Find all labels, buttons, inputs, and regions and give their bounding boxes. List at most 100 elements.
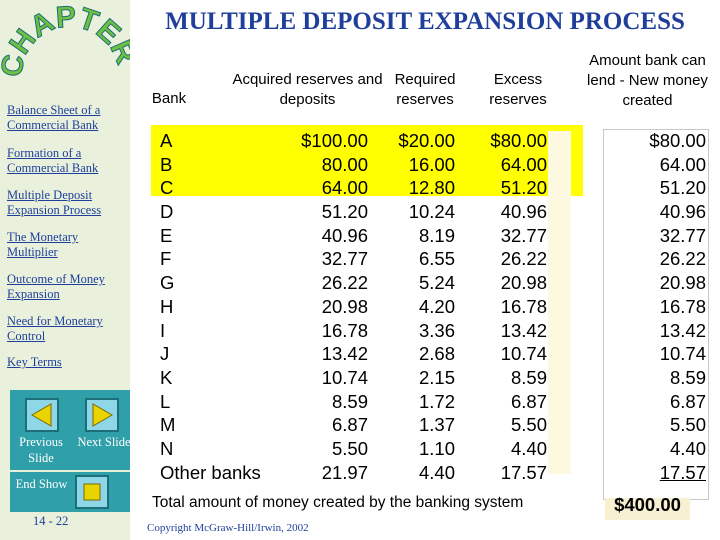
page-title: MULTIPLE DEPOSIT EXPANSION PROCESS [165,8,685,35]
previous-slide-label: Previous Slide [19,435,63,465]
slide-number: 14 - 22 [33,514,69,528]
table-cell-required: $20.00 [398,130,455,151]
stop-square-icon [83,483,101,501]
table-cell-required: 1.37 [418,414,455,436]
nav-link-formation[interactable]: Formation of a Commercial Bank [7,146,99,175]
next-slide-button[interactable]: Next Slide [75,390,131,470]
nav-link-key-terms[interactable]: Key Terms [7,355,62,369]
table-cell-excess: 4.40 [510,437,547,459]
table-cell-excess: 20.98 [500,272,547,294]
sidebar: CHAPTER Balance Sheet of a Commercial Ba… [0,0,131,540]
table-cell-excess: 51.20 [500,177,547,199]
header-lend: Amount bank can lend - New money created [587,52,708,109]
table-cell-lend: 4.40 [669,437,706,459]
lend-column-box [603,129,709,500]
end-show-button[interactable]: End Show [10,472,130,512]
nav-link-balance-sheet[interactable]: Balance Sheet of a Commercial Bank [7,103,101,132]
table-cell-lend: 10.74 [659,343,706,365]
nav-link-outcome[interactable]: Outcome of Money Expansion [7,272,105,301]
nav-link-monetary-multiplier[interactable]: The Monetary Multiplier [7,230,79,259]
table-cell-bank: M [160,414,176,436]
acquired-column: $100.00 80.00 64.00 51.20 40.96 32.77 26.22 20.… [250,129,368,484]
table-cell-bank: H [160,295,174,317]
table-cell-excess: 10.74 [500,343,547,365]
table-cell-lend: 17.57 [659,461,706,483]
table-cell-excess: 5.50 [510,414,547,436]
table-cell-lend: 40.96 [659,201,706,223]
next-slide-label: Next Slide [77,435,131,449]
table-cell-excess: 16.78 [500,295,547,317]
table-cell-excess: 26.22 [500,248,547,270]
copyright: Copyright McGraw-Hill/Irwin, 2002 [147,522,309,534]
table-cell-excess: 6.87 [510,390,547,412]
end-icon-frame [75,475,109,509]
table-cell-acquired: 64.00 [321,177,368,199]
table-cell-acquired: 80.00 [321,153,368,175]
table-cell-bank: E [160,224,173,246]
table-cell-required: 3.36 [418,319,455,341]
table-cell-excess: 17.57 [500,461,547,483]
table-cell-required: 5.24 [418,272,455,294]
nav-link-need-control[interactable]: Need for Monetary Control [7,314,103,343]
previous-slide-button[interactable]: Previous Slide [10,390,75,470]
total-box [605,498,690,520]
svg-text:CHAPTER: CHAPTER [0,0,130,79]
table-cell-required: 16.00 [408,153,455,175]
table-cell-acquired: 5.50 [331,437,368,459]
chapter-logo: CHAPTER [0,0,130,80]
lend-column: $80.00 64.00 51.20 40.96 32.77 26.22 20.98 16.7… [600,129,706,484]
table-cell-acquired: 20.98 [321,295,368,317]
total-label: Total amount of money created by the ban… [152,494,524,511]
table-cell-bank: C [160,177,174,199]
table-cell-excess: 64.00 [500,153,547,175]
table-cell-excess: 32.77 [500,224,547,246]
table-cell-lend: 6.87 [669,390,706,412]
table-cell-lend: 51.20 [659,177,706,199]
table-cell-bank: A [160,130,173,151]
table-cell-required: 1.72 [418,390,455,412]
table-cell-acquired: 26.22 [321,272,368,294]
triangle-right-icon [92,403,113,427]
table-cell-excess: 40.96 [500,201,547,223]
table-cell-lend: 26.22 [659,248,706,270]
excess-column: $80.00 64.00 51.20 40.96 32.77 26.22 20.98 16.7… [475,129,547,484]
header-required: Required reserves [394,71,456,108]
header-excess: Excess reserves [489,71,547,108]
table-cell-required: 8.19 [418,224,455,246]
table-cell-bank: D [160,201,174,223]
table-cell-acquired: 13.42 [321,343,368,365]
table-cell-bank: L [160,390,171,412]
table-cell-bank: G [160,272,175,294]
bank-column: A B C D E F G H I J K L M N Other banks [160,129,261,484]
table-cell-acquired: 10.74 [321,366,368,388]
table-cell-required: 2.15 [418,366,455,388]
table-cell-required: 10.24 [408,201,455,223]
next-icon-frame [85,398,119,432]
header-acquired: Acquired reserves and deposits [232,71,383,108]
table-cell-lend: $80.00 [649,130,706,151]
table-cell-bank: I [160,319,166,341]
table-cell-required: 12.80 [408,177,455,199]
table-cell-lend: 20.98 [659,272,706,294]
table-cell-bank: K [160,366,173,388]
first-rows-highlight [151,125,583,196]
table-cell-acquired: 51.20 [321,201,368,223]
nav-link-multiple-deposit[interactable]: Multiple Deposit Expansion Process [7,188,102,217]
end-show-label: End Show [15,477,68,491]
table-cell-acquired: 40.96 [321,224,368,246]
table-cell-required: 2.68 [418,343,455,365]
lend-divider-bar [548,131,571,474]
table-cell-excess: $80.00 [490,130,547,151]
table-cell-excess: 13.42 [500,319,547,341]
total-value: $400.00 [614,494,681,515]
table-cell-acquired: 32.77 [321,248,368,270]
header-bank: Bank [151,90,187,107]
table-cell-acquired: 16.78 [321,319,368,341]
table-cell-bank: J [160,343,170,365]
table-cell-bank: B [160,153,173,175]
table-cell-bank: F [160,248,172,270]
chapter-logo-text: CHAPTER [0,0,130,80]
table-cell-acquired: 8.59 [331,390,368,412]
required-column: $20.00 16.00 12.80 10.24 8.19 6.55 5.24 4.20 3.3… [385,129,455,484]
table-cell-bank: N [160,437,174,459]
